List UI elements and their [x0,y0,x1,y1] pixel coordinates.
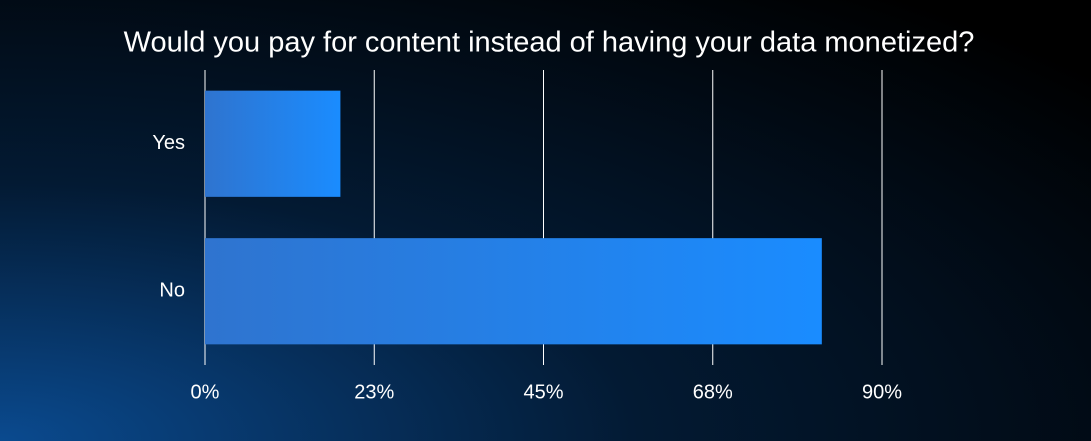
y-tick-label: Yes [152,132,185,154]
x-tick-label: 90% [862,381,902,403]
x-tick-label: 45% [523,381,563,403]
bar [205,238,822,345]
chart-title: Would you pay for content instead of hav… [124,27,975,59]
x-tick-label: 23% [354,381,394,403]
bar [205,90,341,197]
y-tick-label: No [159,280,185,302]
x-tick-label: 0% [191,381,220,403]
x-tick-label: 68% [693,381,733,403]
